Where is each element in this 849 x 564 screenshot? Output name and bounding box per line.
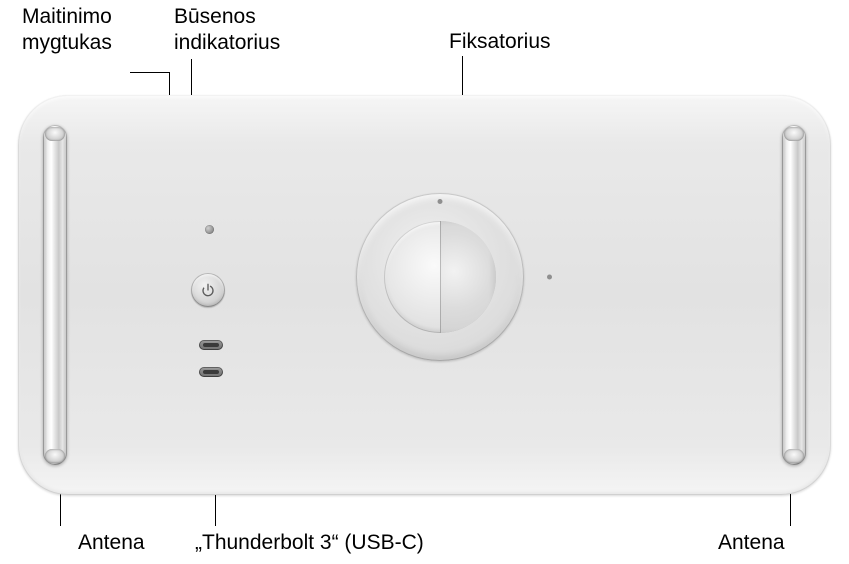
antenna-handle-right [782, 125, 806, 465]
antenna-handle-left [43, 125, 67, 465]
label-latch: Fiksatorius [449, 29, 551, 55]
label-antenna-right: Antena [718, 530, 785, 556]
device-top-view [18, 95, 831, 495]
status-indicator-light [205, 225, 214, 234]
leader-power-h [130, 72, 170, 73]
label-status-indicator: Būsenos indikatorius [174, 4, 280, 57]
thunderbolt-port-2[interactable] [199, 367, 223, 377]
thunderbolt-port-1[interactable] [199, 340, 223, 350]
latch-marker-side [547, 275, 552, 280]
latch-marker-top [438, 199, 443, 204]
power-button[interactable] [191, 273, 225, 307]
label-antenna-left: Antena [78, 530, 145, 556]
label-power-button: Maitinimo mygtukas [22, 4, 112, 57]
latch-knob[interactable] [384, 221, 496, 333]
latch-ring[interactable] [356, 193, 524, 361]
power-icon [200, 282, 216, 298]
label-thunderbolt: „Thunderbolt 3“ (USB-C) [195, 530, 424, 556]
latch-half-dome [440, 221, 496, 333]
